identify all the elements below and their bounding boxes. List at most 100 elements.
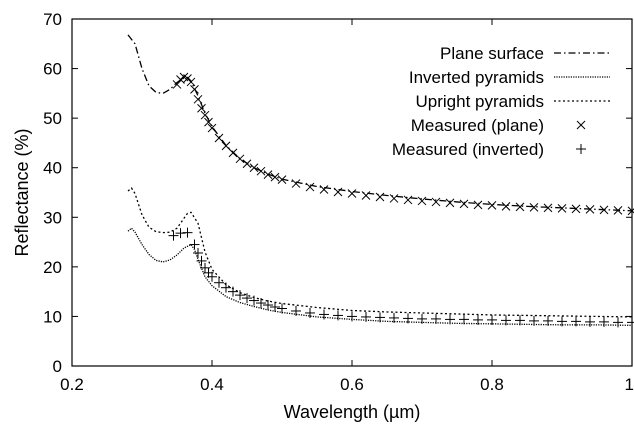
legend-label: Measured (inverted) [392, 140, 544, 159]
measured-inverted-point [347, 311, 357, 322]
measured-inverted-point [333, 310, 343, 321]
measured-plane-point [228, 148, 238, 158]
measured-plane-point [235, 154, 245, 164]
measured-plane-point [459, 199, 469, 209]
legend-label: Inverted pyramids [409, 68, 544, 87]
measured-plane-point [190, 85, 199, 94]
measured-inverted-point [277, 303, 287, 314]
measured-plane-point [599, 205, 609, 215]
legend-entry-plane-surface: Plane surface [440, 44, 610, 63]
measured-inverted-point [375, 312, 385, 323]
measured-plane-point [186, 77, 196, 87]
legend-swatch [576, 144, 586, 154]
x-tick-label: 0.8 [480, 375, 504, 394]
measured-inverted-point [585, 316, 595, 327]
measured-plane-point [389, 194, 399, 203]
measured-plane-point [473, 200, 483, 210]
measured-inverted-point [571, 316, 581, 327]
measured-plane-point [585, 205, 595, 214]
measured-plane-point [305, 182, 315, 192]
measured-inverted-point [389, 312, 399, 323]
measured-plane-point [501, 202, 511, 211]
measured-plane-point [204, 117, 213, 127]
y-axis-title: Reflectance (%) [12, 128, 32, 256]
measured-inverted-point [501, 315, 511, 326]
y-tick-label: 10 [43, 307, 62, 326]
series-line-upright-pyramids [127, 187, 633, 318]
measured-plane-point [417, 196, 427, 206]
measured-inverted-point [599, 316, 609, 327]
measured-inverted-point [196, 255, 207, 266]
measured-inverted-point [193, 247, 203, 258]
measured-plane-point [242, 159, 252, 169]
legend-label: Upright pyramids [416, 92, 545, 111]
y-tick-label: 0 [53, 357, 62, 376]
measured-inverted-point [214, 277, 224, 288]
x-tick-label: 1 [625, 375, 634, 394]
measured-inverted-point [263, 300, 273, 311]
measured-plane-point [403, 195, 413, 205]
measured-inverted-point [207, 271, 217, 282]
legend-entry-inverted-pyramids: Inverted pyramids [409, 68, 610, 87]
series-measured-plane [172, 72, 634, 216]
measured-plane-point [571, 204, 581, 214]
measured-inverted-point [270, 302, 280, 313]
measured-plane-point [361, 191, 371, 200]
y-tick-label: 70 [43, 10, 62, 29]
y-tick-label: 20 [43, 258, 62, 277]
x-tick-label: 0.6 [340, 375, 364, 394]
measured-inverted-point [515, 315, 525, 326]
measured-plane-point [445, 198, 455, 208]
y-tick-label: 60 [43, 60, 62, 79]
measured-plane-point [197, 103, 206, 113]
measured-inverted-point [361, 311, 371, 322]
measured-inverted-point [319, 309, 329, 320]
y-tick-label: 30 [43, 208, 62, 227]
measured-plane-point [214, 133, 224, 143]
measured-plane-point [193, 94, 203, 104]
measured-inverted-point [249, 295, 259, 306]
measured-inverted-point [228, 286, 238, 297]
y-tick-label: 40 [43, 159, 62, 178]
measured-plane-point [515, 202, 525, 212]
measured-inverted-point [403, 313, 413, 324]
measured-inverted-point [221, 282, 231, 293]
measured-inverted-point [235, 290, 245, 301]
measured-plane-point [333, 187, 343, 197]
x-tick-label: 0.2 [60, 375, 84, 394]
legend-entry-upright-pyramids: Upright pyramids [416, 92, 610, 111]
measured-plane-point [557, 204, 567, 213]
legend-swatch [576, 120, 586, 130]
legend-label: Plane surface [440, 44, 544, 63]
legend-entry-measured-inverted: Measured (inverted) [392, 140, 586, 159]
measured-plane-point [627, 206, 634, 216]
measured-plane-point [249, 163, 259, 173]
measured-inverted-point [242, 293, 252, 304]
measured-plane-point [375, 192, 385, 202]
measured-inverted-point [182, 227, 193, 238]
measured-plane-point [431, 197, 441, 207]
measured-plane-point [277, 175, 287, 184]
y-tick-label: 50 [43, 109, 62, 128]
measured-inverted-point [305, 307, 315, 318]
measured-plane-point [256, 166, 266, 176]
legend: Plane surface Inverted pyramids Upright py… [392, 44, 610, 159]
measured-plane-point [200, 110, 210, 120]
measured-plane-point [207, 123, 217, 133]
measured-inverted-point [189, 239, 200, 250]
measured-inverted-point [459, 314, 469, 325]
series-line-inverted-pyramids [127, 227, 633, 326]
measured-plane-point [291, 179, 301, 188]
measured-inverted-point [473, 314, 483, 325]
measured-plane-point [529, 203, 539, 212]
measured-inverted-point [256, 298, 266, 309]
series-measured-inverted [168, 227, 634, 328]
measured-inverted-point [613, 317, 623, 328]
measured-plane-point [347, 189, 357, 198]
measured-inverted-point [627, 317, 634, 328]
measured-inverted-point [291, 305, 301, 316]
x-tick-label: 0.4 [200, 375, 224, 394]
measured-plane-point [263, 170, 273, 180]
measured-inverted-point [543, 315, 553, 326]
